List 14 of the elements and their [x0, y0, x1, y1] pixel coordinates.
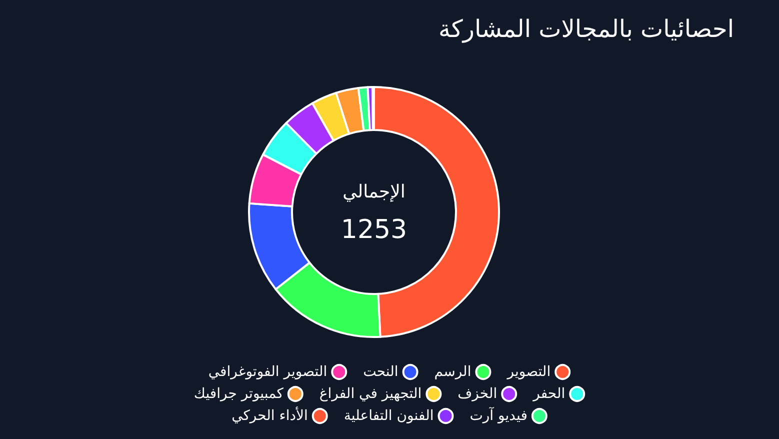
legend-label: الأداء الحركي [232, 406, 308, 424]
legend-label: كمبيوتر جرافيك [194, 386, 284, 402]
text: 1253 [340, 215, 408, 245]
legend-label: الحفر [532, 386, 566, 402]
legend-label: فيديو آرت [470, 406, 528, 424]
legend-label: التصوير [506, 364, 551, 380]
legend-label: التصوير الفوتوغرافي [208, 364, 328, 380]
legend-label: الخزف [458, 386, 498, 402]
legend-label: النحت [363, 364, 398, 380]
legend-label: الرسم [434, 364, 472, 380]
legend-label: الفنون التفاعلية [344, 408, 434, 424]
legend-label: التجهيز في الفراغ [319, 386, 422, 402]
chart-title: احصائيات بالمجالات المشاركة [438, 15, 734, 43]
text: الإجمالي [342, 182, 406, 202]
